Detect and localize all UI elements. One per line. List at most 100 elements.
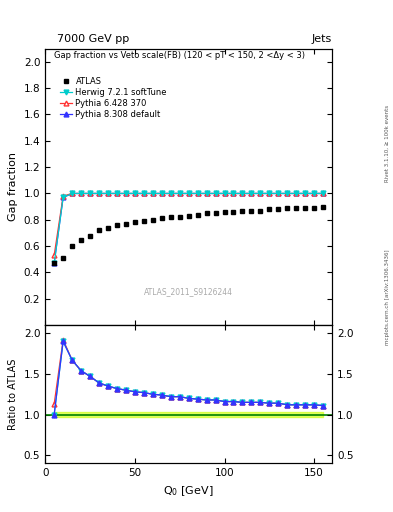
Pythia 8.308 default [52, 260, 57, 266]
Herwig 7.2.1 softTune [70, 190, 74, 197]
ATLAS [249, 207, 254, 214]
Herwig 7.2.1 softTune [267, 190, 272, 197]
Herwig 7.2.1 softTune [321, 190, 325, 197]
Pythia 6.428 370 [141, 190, 146, 197]
Pythia 6.428 370 [151, 190, 155, 197]
Pythia 8.308 default [249, 190, 254, 197]
Pythia 8.308 default [276, 190, 281, 197]
ATLAS [186, 213, 191, 219]
Herwig 7.2.1 softTune [61, 195, 66, 201]
Pythia 6.428 370 [321, 190, 325, 197]
Pythia 6.428 370 [97, 190, 101, 197]
Text: Rivet 3.1.10, ≥ 100k events: Rivet 3.1.10, ≥ 100k events [385, 105, 389, 182]
Pythia 6.428 370 [61, 193, 66, 199]
X-axis label: Q$_0$ [GeV]: Q$_0$ [GeV] [163, 484, 214, 498]
Herwig 7.2.1 softTune [106, 190, 110, 197]
Herwig 7.2.1 softTune [186, 190, 191, 197]
ATLAS [312, 205, 316, 211]
Herwig 7.2.1 softTune [115, 190, 119, 197]
Pythia 6.428 370 [213, 190, 218, 197]
Pythia 6.428 370 [79, 190, 83, 197]
Herwig 7.2.1 softTune [303, 190, 308, 197]
ATLAS [132, 219, 137, 225]
ATLAS [231, 209, 236, 215]
Pythia 6.428 370 [160, 190, 164, 197]
ATLAS [222, 209, 227, 215]
Pythia 6.428 370 [276, 190, 281, 197]
Pythia 6.428 370 [106, 190, 110, 197]
ATLAS [240, 207, 245, 214]
Herwig 7.2.1 softTune [97, 190, 101, 197]
ATLAS [160, 216, 164, 222]
Pythia 8.308 default [240, 190, 245, 197]
Pythia 8.308 default [312, 190, 316, 197]
Herwig 7.2.1 softTune [168, 190, 173, 197]
Line: Pythia 8.308 default: Pythia 8.308 default [52, 191, 325, 266]
ATLAS [303, 205, 308, 211]
Pythia 8.308 default [222, 190, 227, 197]
Legend: ATLAS, Herwig 7.2.1 softTune, Pythia 6.428 370, Pythia 8.308 default: ATLAS, Herwig 7.2.1 softTune, Pythia 6.4… [58, 75, 169, 120]
Pythia 8.308 default [141, 190, 146, 197]
Pythia 8.308 default [97, 190, 101, 197]
ATLAS [177, 214, 182, 220]
Herwig 7.2.1 softTune [213, 190, 218, 197]
Pythia 8.308 default [106, 190, 110, 197]
ATLAS [195, 211, 200, 218]
Y-axis label: Gap fraction: Gap fraction [8, 153, 18, 221]
Herwig 7.2.1 softTune [312, 190, 316, 197]
ATLAS [294, 205, 299, 211]
Pythia 6.428 370 [312, 190, 316, 197]
ATLAS [285, 205, 290, 211]
Line: Pythia 6.428 370: Pythia 6.428 370 [52, 191, 325, 258]
Herwig 7.2.1 softTune [294, 190, 299, 197]
Herwig 7.2.1 softTune [249, 190, 254, 197]
Pythia 8.308 default [321, 190, 325, 197]
Pythia 6.428 370 [249, 190, 254, 197]
Pythia 8.308 default [115, 190, 119, 197]
Herwig 7.2.1 softTune [195, 190, 200, 197]
Herwig 7.2.1 softTune [123, 190, 128, 197]
Pythia 8.308 default [123, 190, 128, 197]
Pythia 8.308 default [132, 190, 137, 197]
Pythia 6.428 370 [52, 252, 57, 259]
ATLAS [70, 243, 74, 249]
Pythia 8.308 default [231, 190, 236, 197]
ATLAS [61, 255, 66, 261]
Pythia 8.308 default [303, 190, 308, 197]
Pythia 6.428 370 [70, 190, 74, 197]
Herwig 7.2.1 softTune [276, 190, 281, 197]
Pythia 6.428 370 [231, 190, 236, 197]
Herwig 7.2.1 softTune [132, 190, 137, 197]
Pythia 8.308 default [151, 190, 155, 197]
Herwig 7.2.1 softTune [177, 190, 182, 197]
ATLAS [97, 227, 101, 233]
ATLAS [204, 210, 209, 216]
Pythia 8.308 default [177, 190, 182, 197]
Pythia 6.428 370 [132, 190, 137, 197]
Pythia 8.308 default [213, 190, 218, 197]
ATLAS [88, 232, 92, 239]
Herwig 7.2.1 softTune [240, 190, 245, 197]
ATLAS [276, 206, 281, 212]
Pythia 8.308 default [160, 190, 164, 197]
ATLAS [213, 210, 218, 216]
ATLAS [267, 206, 272, 212]
Herwig 7.2.1 softTune [231, 190, 236, 197]
Pythia 6.428 370 [177, 190, 182, 197]
Pythia 8.308 default [195, 190, 200, 197]
Herwig 7.2.1 softTune [285, 190, 290, 197]
ATLAS [52, 260, 57, 266]
ATLAS [151, 217, 155, 223]
Pythia 8.308 default [258, 190, 263, 197]
Herwig 7.2.1 softTune [88, 190, 92, 197]
Pythia 8.308 default [186, 190, 191, 197]
Pythia 6.428 370 [204, 190, 209, 197]
Pythia 8.308 default [79, 190, 83, 197]
Herwig 7.2.1 softTune [151, 190, 155, 197]
ATLAS [321, 204, 325, 210]
Pythia 8.308 default [204, 190, 209, 197]
Pythia 6.428 370 [88, 190, 92, 197]
ATLAS [168, 214, 173, 220]
Pythia 8.308 default [61, 195, 66, 201]
Pythia 8.308 default [294, 190, 299, 197]
